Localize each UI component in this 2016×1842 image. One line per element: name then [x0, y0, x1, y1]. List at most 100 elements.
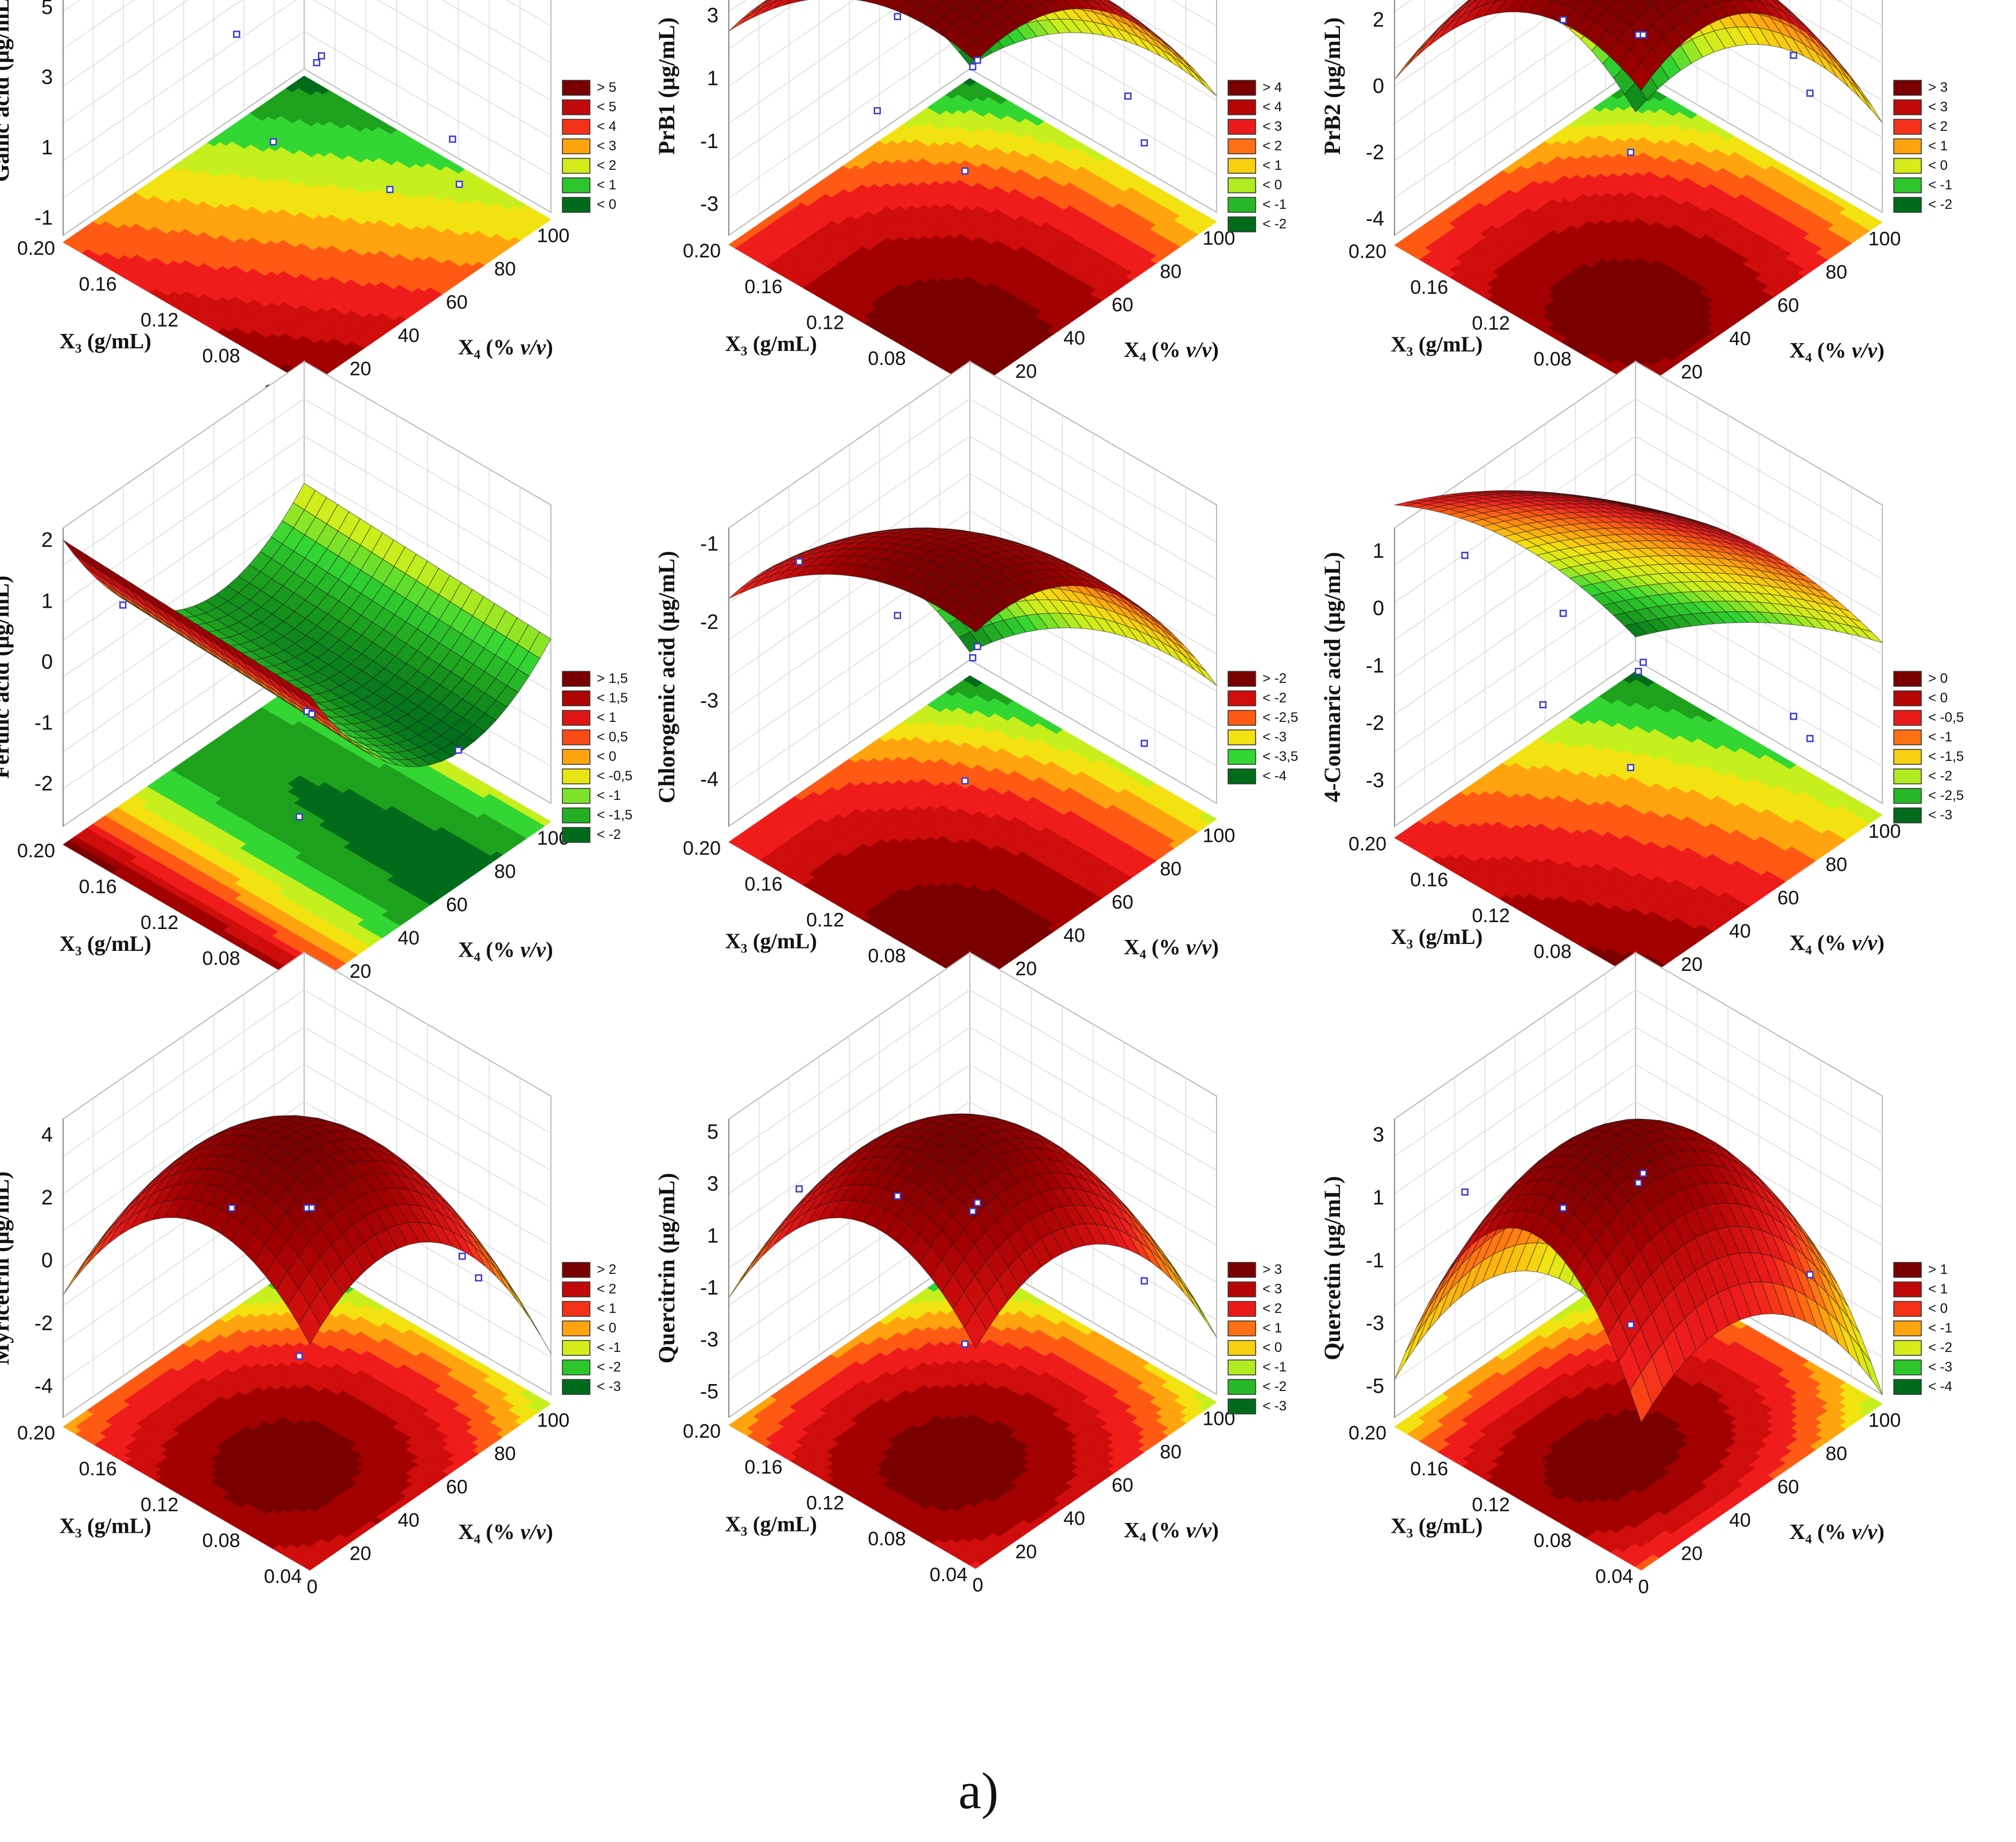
x3-tick-label: 0.16: [79, 274, 116, 296]
x3-tick-label: 0.16: [744, 276, 782, 298]
x4-tick-label: 60: [446, 292, 468, 313]
x4-tick-label: 60: [1112, 294, 1133, 316]
legend-swatch: [1228, 158, 1256, 174]
legend-label: < 4: [597, 119, 616, 134]
data-point: [969, 63, 977, 71]
surface-cell: [855, 0, 865, 2]
legend-label: > 5: [597, 80, 616, 95]
x4-axis-title: X₄ (% v/v): [458, 336, 553, 360]
z-tick-label: 3: [41, 65, 53, 89]
data-point: [1124, 92, 1132, 100]
legend-label: > 4: [1263, 80, 1282, 95]
z-axis-title: Gallic acid (µg/mL): [0, 0, 14, 182]
data-point: [233, 30, 240, 38]
x3-tick-label: 0.08: [868, 348, 906, 370]
legend-label: < -1: [1263, 197, 1287, 212]
x3-axis-title: X₃ (g/mL): [59, 329, 151, 353]
surface-cell: [1004, 0, 1015, 3]
wall-gridline: [63, 0, 551, 124]
legend-swatch: [1228, 138, 1256, 154]
x4-axis-title: X₄ (% v/v): [1124, 338, 1218, 362]
x3-tick-label: 0.12: [141, 309, 178, 331]
z-tick-label: 1: [41, 135, 53, 159]
legend-swatch: [1228, 177, 1256, 193]
legend-label: < 0: [597, 197, 616, 212]
data-point: [269, 138, 277, 146]
surface-cell: [874, 0, 894, 7]
x4-tick-label: 80: [1160, 261, 1182, 282]
wall-gridline: [63, 0, 551, 161]
data-point: [449, 135, 456, 143]
wall-gridline: [728, 0, 1217, 87]
x4-tick-label: 80: [494, 258, 516, 280]
data-point: [386, 185, 394, 193]
legend-swatch: [562, 177, 591, 193]
legend-swatch: [1228, 216, 1256, 232]
legend-swatch: [562, 119, 591, 135]
legend: > 4 < 4 < 3 < 2 < 1 < 0 < -1 < -2: [1228, 80, 1287, 232]
experimental-points: [233, 30, 463, 193]
legend-swatch: [1228, 197, 1256, 213]
contour-floor: [63, 75, 551, 386]
axis-walls: [63, 0, 551, 236]
legend-swatch: [562, 197, 591, 213]
legend-label: < 0: [1263, 177, 1282, 193]
x3-tick-label: 0.20: [683, 240, 721, 262]
x4-tick-label: 100: [537, 225, 570, 247]
z-tick-label: -1: [700, 129, 718, 153]
surface-cell: [863, 0, 879, 4]
legend-label: < 3: [597, 138, 616, 154]
legend-label: < 2: [1263, 138, 1282, 154]
z-tick-label: 5: [41, 0, 53, 18]
surface-cell: [783, 0, 799, 6]
z-axis-title: PrB1 (µg/mL): [654, 17, 679, 155]
surface-cell: [795, 0, 808, 3]
surface-cell: [964, 41, 987, 62]
experimental-points: [873, 13, 1148, 175]
data-point: [961, 167, 969, 175]
data-point: [974, 56, 981, 64]
z-tick-label: -1: [34, 205, 53, 229]
response-surface: [728, 0, 1217, 96]
data-point: [313, 59, 321, 67]
legend-swatch: [1228, 99, 1256, 115]
legend-label: < 1: [597, 177, 616, 193]
legend-swatch: [1228, 80, 1256, 96]
z-tick-label: -3: [700, 192, 718, 215]
legend-label: < 3: [1263, 119, 1282, 134]
wall-gridline: [1394, 0, 1883, 161]
floor-cell: [963, 77, 977, 87]
wall-gridline: [63, 31, 551, 199]
x3-tick-label: 0.20: [17, 238, 55, 259]
wall-gridline: [1394, 0, 1883, 87]
x4-tick-label: 20: [349, 358, 371, 380]
x3-tick-label: 0.08: [202, 345, 240, 367]
legend-swatch: [562, 158, 591, 174]
legend-swatch: [1228, 119, 1256, 135]
legend-label: < 5: [597, 99, 616, 115]
data-point: [1140, 139, 1148, 147]
legend: > 5 < 5 < 4 < 3 < 2 < 1 < 0: [562, 80, 616, 213]
legend-label: < 4: [1263, 99, 1282, 115]
wall-gridline: [728, 0, 1217, 161]
legend-label: < -2: [1263, 216, 1287, 232]
legend-label: < 1: [1263, 158, 1282, 173]
data-point: [456, 180, 463, 188]
x3-tick-label: 0.12: [806, 312, 844, 333]
legend-swatch: [562, 138, 591, 154]
legend-swatch: [562, 80, 591, 96]
data-point: [317, 52, 325, 60]
surface-cell: [773, 0, 791, 9]
x4-tick-label: 20: [1015, 360, 1037, 382]
data-point: [873, 107, 881, 115]
wall-gridline: [63, 0, 551, 87]
contour-floor: [728, 77, 1217, 388]
wall-gridline: [728, 0, 1217, 124]
z-tick-label: 1: [707, 66, 718, 90]
